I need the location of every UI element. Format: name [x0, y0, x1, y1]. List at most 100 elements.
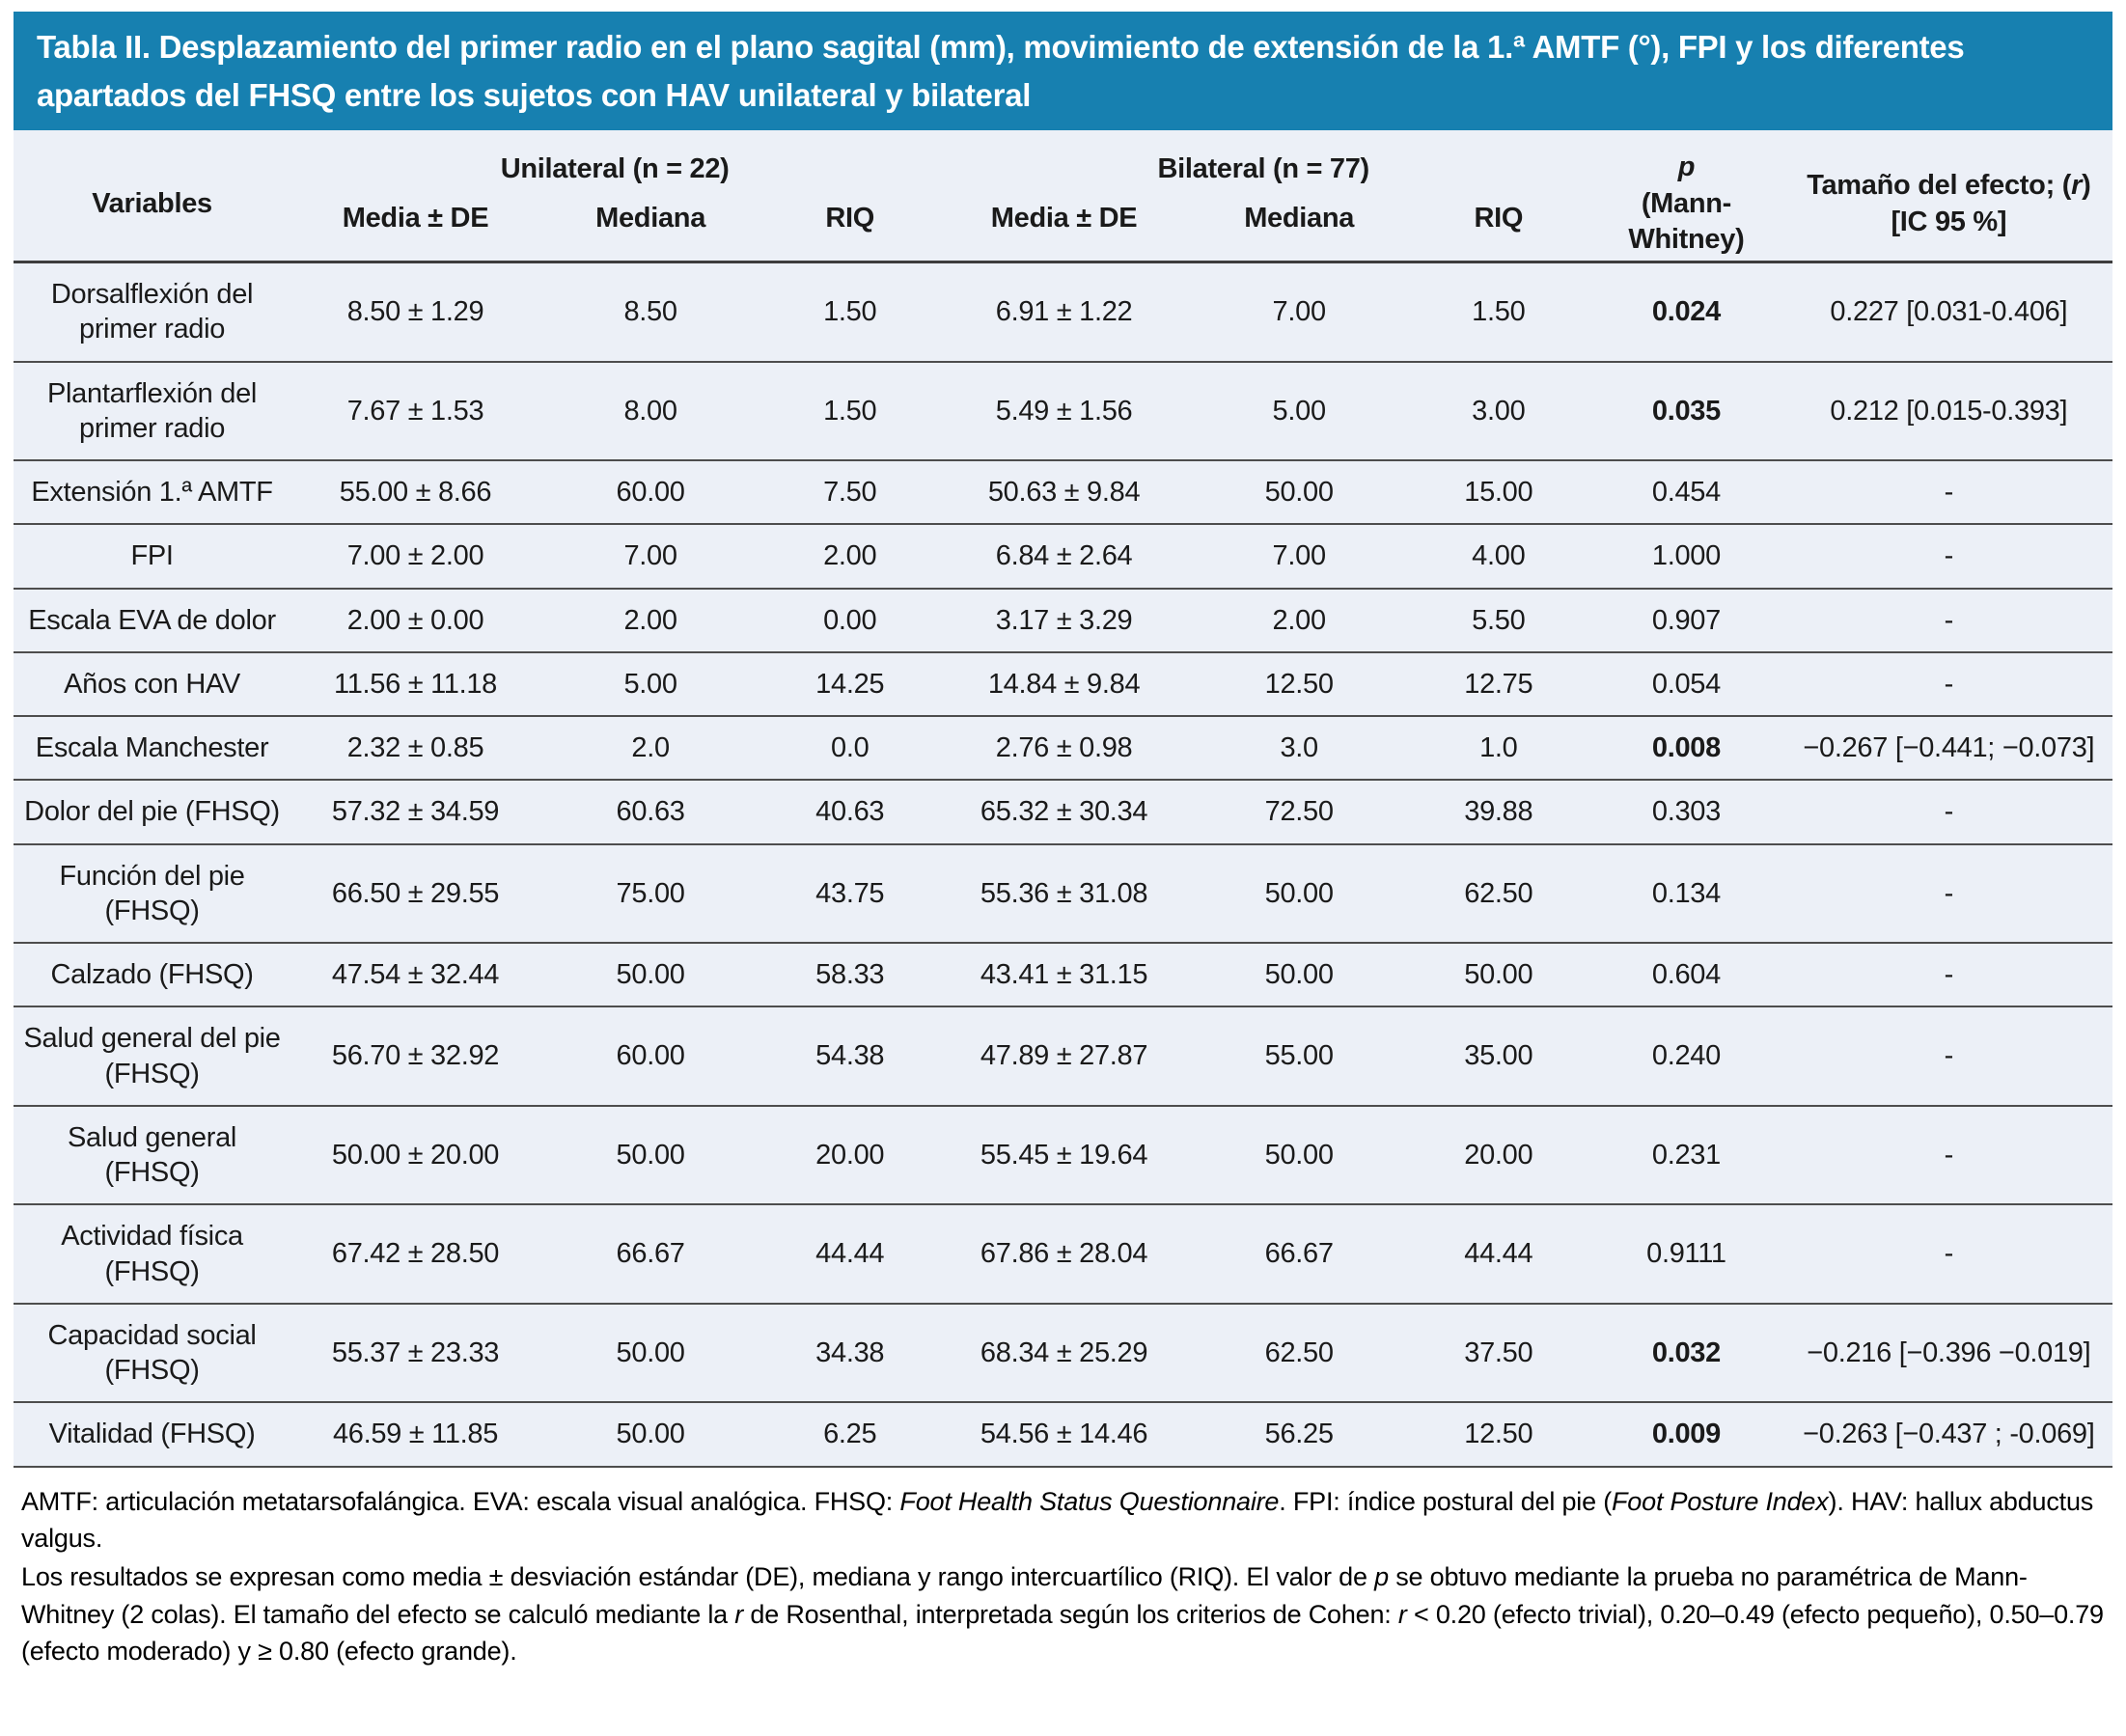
value-cell: 43.41 ± 31.15: [939, 942, 1189, 1007]
table-row: Salud general del pie (FHSQ) 56.70 ± 32.9…: [14, 1006, 2112, 1106]
value-cell: 50.00 ± 20.00: [290, 1104, 540, 1205]
value-cell: 43.75: [760, 842, 940, 944]
table-row: Años con HAV 11.56 ± 11.18 5.00 14.25 14.84 …: [14, 650, 2112, 717]
footnote-segment: de Rosenthal, interpretada según los cri…: [743, 1599, 1398, 1629]
value-cell: 12.50: [1409, 1401, 1588, 1468]
value-cell: 65.32 ± 30.34: [939, 779, 1189, 844]
effect-size-cell: −0.263 [−0.437 ; -0.069]: [1784, 1401, 2112, 1468]
value-cell: 20.00: [1409, 1104, 1588, 1205]
value-cell: 5.50: [1409, 587, 1588, 652]
effect-size-cell: -: [1784, 1203, 2112, 1304]
footnote-italic-segment: r: [1397, 1599, 1407, 1629]
effect-size-cell: -: [1784, 523, 2112, 589]
variable-cell: Dorsalflexión del primer radio: [14, 261, 291, 362]
value-cell: 7.00: [1188, 261, 1410, 362]
effect-header-text: Tamaño del efecto; (: [1807, 169, 2072, 201]
p-value-cell: 1.000: [1588, 523, 1785, 589]
table-row: Capacidad social (FHSQ) 55.37 ± 23.33 50.0…: [14, 1302, 2112, 1403]
col-header-media-de-bil: Media ± DE: [990, 203, 1138, 234]
table-row: Plantarflexión del primer radio 7.67 ± 1.…: [14, 360, 2112, 461]
table-row: Calzado (FHSQ) 47.54 ± 32.44 50.00 58.33 43.…: [14, 942, 2112, 1007]
footnote-paragraph: AMTF: articulación metatarsofalángica. E…: [21, 1483, 2105, 1557]
value-cell: 1.50: [760, 261, 940, 362]
footnote-segment: ). HAV: hallux abductus valgus.: [21, 1486, 2094, 1553]
variable-cell: Función del pie (FHSQ): [14, 842, 291, 944]
col-header-p: p (Mann-Whitney): [1588, 130, 1784, 262]
value-cell: 50.00: [539, 1104, 761, 1205]
effect-size-cell: -: [1784, 650, 2112, 717]
value-cell: 7.67 ± 1.53: [290, 360, 540, 461]
p-symbol: p: [1677, 152, 1696, 182]
effect-size-cell: -: [1784, 842, 2112, 944]
table-header: Variables Unilateral (n = 22) Bilateral …: [14, 130, 2112, 262]
value-cell: 8.00: [539, 360, 761, 461]
value-cell: 47.54 ± 32.44: [290, 942, 540, 1007]
table-row: Extensión 1.ª AMTF 55.00 ± 8.66 60.00 7.50 5…: [14, 459, 2112, 525]
footnote-segment: < 0.20 (efecto trivial), 0.20–0.49 (efec…: [21, 1599, 2104, 1666]
p-value-cell: 0.231: [1588, 1104, 1785, 1205]
value-cell: 50.00: [1409, 942, 1588, 1007]
effect-size-cell: -: [1784, 942, 2112, 1007]
value-cell: 50.00: [539, 1302, 761, 1403]
value-cell: 50.00: [1188, 1104, 1410, 1205]
value-cell: 6.91 ± 1.22: [939, 261, 1189, 362]
value-cell: 35.00: [1409, 1006, 1588, 1106]
value-cell: 54.56 ± 14.46: [939, 1401, 1189, 1468]
table-row: Escala EVA de dolor 2.00 ± 0.00 2.00 0.00 3.…: [14, 587, 2112, 652]
footnote-paragraph: Los resultados se expresan como media ± …: [21, 1558, 2105, 1669]
variable-cell: Vitalidad (FHSQ): [14, 1401, 291, 1468]
col-header-riq-bil: RIQ: [1474, 203, 1524, 234]
footnote-segment: se obtuvo mediante la prueba no paramétr…: [21, 1562, 2028, 1629]
effect-size-cell: -: [1784, 779, 2112, 844]
value-cell: 39.88: [1409, 779, 1588, 844]
effect-size-cell: -: [1784, 587, 2112, 652]
value-cell: 50.63 ± 9.84: [939, 459, 1189, 525]
value-cell: 75.00: [539, 842, 761, 944]
p-value-cell: 0.134: [1588, 842, 1785, 944]
footnote-segment: . FPI: índice postural del pie (: [1279, 1486, 1613, 1516]
p-value-cell: 0.604: [1588, 942, 1785, 1007]
table-row: Actividad física (FHSQ) 67.42 ± 28.50 66.6…: [14, 1203, 2112, 1304]
value-cell: 7.50: [760, 459, 940, 525]
table-row: Dolor del pie (FHSQ) 57.32 ± 34.59 60.63 40…: [14, 779, 2112, 844]
table-title: Tabla II. Desplazamiento del primer radi…: [14, 12, 2112, 130]
value-cell: 66.67: [1188, 1203, 1410, 1304]
value-cell: 44.44: [1409, 1203, 1588, 1304]
variable-cell: FPI: [14, 523, 291, 589]
value-cell: 62.50: [1409, 842, 1588, 944]
value-cell: 8.50 ± 1.29: [290, 261, 540, 362]
value-cell: 60.63: [539, 779, 761, 844]
value-cell: 54.38: [760, 1006, 940, 1106]
value-cell: 4.00: [1409, 523, 1588, 589]
variable-cell: Dolor del pie (FHSQ): [14, 779, 291, 844]
value-cell: 50.00: [1188, 842, 1410, 944]
value-cell: 37.50: [1409, 1302, 1588, 1403]
value-cell: 2.32 ± 0.85: [290, 715, 540, 781]
value-cell: 2.00 ± 0.00: [290, 587, 540, 652]
p-value-cell: 0.008: [1588, 715, 1785, 781]
table-row: Escala Manchester 2.32 ± 0.85 2.0 0.0 2.76 ±…: [14, 715, 2112, 781]
variable-cell: Salud general (FHSQ): [14, 1104, 291, 1205]
value-cell: 66.67: [539, 1203, 761, 1304]
p-value-cell: 0.454: [1588, 459, 1785, 525]
footnote-italic-segment: Foot Posture Index: [1612, 1486, 1829, 1516]
value-cell: 2.00: [539, 587, 761, 652]
value-cell: 3.00: [1409, 360, 1588, 461]
value-cell: 58.33: [760, 942, 940, 1007]
variable-cell: Plantarflexión del primer radio: [14, 360, 291, 461]
value-cell: 62.50: [1188, 1302, 1410, 1403]
effect-r-symbol: r: [2071, 169, 2083, 201]
effect-size-cell: 0.227 [0.031-0.406]: [1784, 261, 2112, 362]
p-value-cell: 0.9111: [1588, 1203, 1785, 1304]
value-cell: 47.89 ± 27.87: [939, 1006, 1189, 1106]
group-header-bilateral: Bilateral (n = 77): [1157, 152, 1369, 184]
value-cell: 14.25: [760, 650, 940, 717]
variable-cell: Calzado (FHSQ): [14, 942, 291, 1007]
footnote-italic-segment: r: [734, 1599, 744, 1629]
value-cell: 57.32 ± 34.59: [290, 779, 540, 844]
footnote-italic-segment: Foot Health Status Questionnaire: [899, 1486, 1280, 1516]
value-cell: 50.00: [1188, 459, 1410, 525]
value-cell: 55.36 ± 31.08: [939, 842, 1189, 944]
value-cell: 7.00: [1188, 523, 1410, 589]
